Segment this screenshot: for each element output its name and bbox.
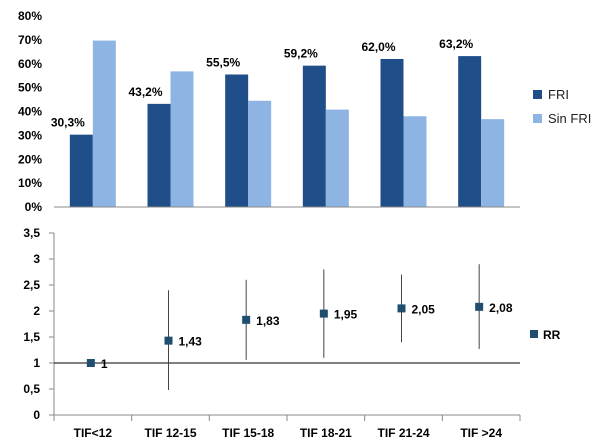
rr-chart-x-tick-marks xyxy=(53,415,521,421)
bar-y-tick-label: 70% xyxy=(18,33,42,47)
rr-y-tick-label: 1 xyxy=(33,356,40,370)
rr-point xyxy=(475,302,484,311)
bar-sin-fri xyxy=(403,116,427,207)
bar-data-label: 43,2% xyxy=(128,85,162,99)
bar-data-label: 59,2% xyxy=(284,47,318,61)
bar-chart-legend: FRI Sin FRI xyxy=(533,87,591,126)
legend-label: Sin FRI xyxy=(548,111,591,126)
rr-point xyxy=(319,309,328,318)
bar-y-tick-label: 10% xyxy=(18,176,42,190)
x-category-label: TIF<12 xyxy=(74,426,113,440)
bar-data-label: 63,2% xyxy=(439,37,473,51)
x-category-label: TIF 15-18 xyxy=(222,426,274,440)
x-category-labels: TIF<12 TIF 12-15 TIF 15-18 TIF 18-21 TIF 21-… xyxy=(74,426,503,440)
bar-sin-fri xyxy=(248,100,272,207)
rr-point xyxy=(86,359,95,367)
bar-chart-data-labels: 30,3% 43,2% 55,5% 59,2% 62,0% 63,2% xyxy=(51,37,474,130)
rr-data-labels: 1 1,43 1,83 1,95 2,05 2,08 xyxy=(101,301,513,371)
bar-fri xyxy=(380,58,404,207)
bar-y-tick-label: 60% xyxy=(18,57,42,71)
bar-sin-fri xyxy=(325,109,349,207)
bar-chart-bars xyxy=(69,40,505,208)
rr-y-tick-label: 2,5 xyxy=(23,278,40,292)
rr-y-tick-label: 0,5 xyxy=(23,382,40,396)
rr-chart-y-ticks: 0 0,5 1 1,5 2 2,5 3 3,5 xyxy=(23,226,54,422)
bar-y-tick-label: 30% xyxy=(18,128,42,142)
x-category-label: TIF 21-24 xyxy=(377,426,429,440)
bar-fri xyxy=(302,65,326,207)
x-category-label: TIF >24 xyxy=(460,426,502,440)
rr-y-tick-label: 3 xyxy=(33,252,40,266)
rr-point xyxy=(242,315,251,324)
bar-data-label: 62,0% xyxy=(361,40,395,54)
bar-y-tick-label: 50% xyxy=(18,81,42,95)
bar-fri xyxy=(225,74,249,208)
rr-data-label: 1 xyxy=(101,357,108,371)
rr-data-label: 1,83 xyxy=(256,314,280,328)
x-category-label: TIF 18-21 xyxy=(300,426,352,440)
rr-chart: 0 0,5 1 1,5 2 2,5 3 3,5 1 1,43 1,83 1,95 2,05 2,08 T… xyxy=(23,226,560,440)
bar-sin-fri xyxy=(481,119,505,207)
legend-swatch xyxy=(530,330,538,338)
bar-data-label: 55,5% xyxy=(206,55,240,69)
rr-data-label: 1,43 xyxy=(179,335,203,349)
rr-legend: RR xyxy=(530,328,561,342)
bar-sin-fri xyxy=(92,40,116,208)
rr-confidence-intervals xyxy=(168,264,480,391)
legend-swatch xyxy=(533,114,542,123)
legend-swatch xyxy=(533,90,542,99)
bar-chart-y-ticks: 0% 10% 20% 30% 40% 50% 60% 70% 80% xyxy=(18,9,42,214)
bar-y-tick-label: 80% xyxy=(18,9,42,23)
x-category-label: TIF 12-15 xyxy=(144,426,196,440)
rr-data-label: 2,05 xyxy=(412,302,436,316)
rr-data-label: 1,95 xyxy=(334,308,358,322)
rr-data-label: 2,08 xyxy=(489,301,513,315)
legend-label: FRI xyxy=(548,87,569,102)
rr-point xyxy=(164,336,173,345)
legend-label: RR xyxy=(543,328,561,342)
bar-y-tick-label: 20% xyxy=(18,152,42,166)
bar-fri xyxy=(458,56,482,207)
rr-points xyxy=(86,302,484,367)
rr-y-tick-label: 1,5 xyxy=(23,330,40,344)
bar-chart-fri: 0% 10% 20% 30% 40% 50% 60% 70% 80% 30,3% 43,2% 55,… xyxy=(18,9,591,214)
bar-fri xyxy=(147,103,171,207)
bar-y-tick-label: 40% xyxy=(18,105,42,119)
rr-y-tick-label: 3,5 xyxy=(23,226,40,240)
bar-y-tick-label: 0% xyxy=(25,200,43,214)
bar-data-label: 30,3% xyxy=(51,116,85,130)
rr-y-tick-label: 2 xyxy=(33,304,40,318)
rr-y-tick-label: 0 xyxy=(33,408,40,422)
rr-point xyxy=(397,304,406,313)
bar-fri xyxy=(69,134,93,207)
bar-sin-fri xyxy=(170,71,194,207)
